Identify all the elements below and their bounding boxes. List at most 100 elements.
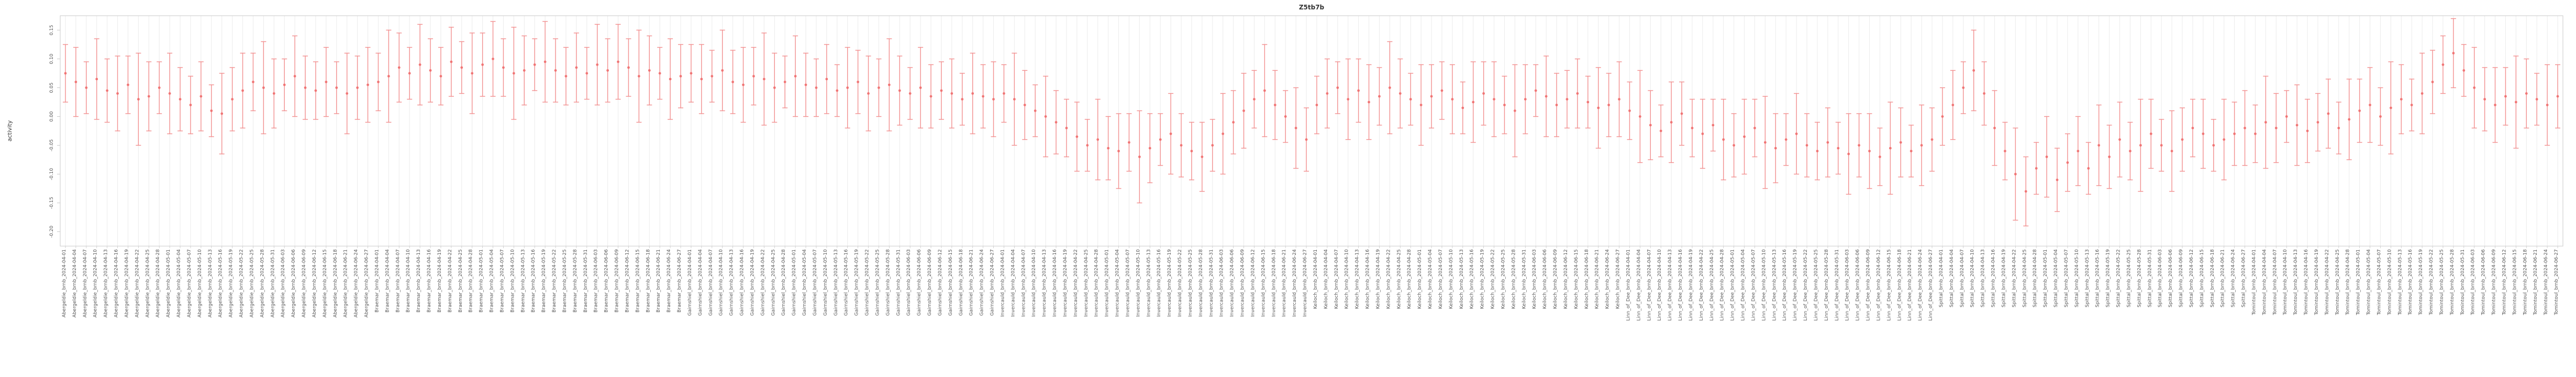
x-tick-label: Gairnshiel_brnb_2024-05-10 <box>823 249 828 316</box>
data-point <box>2129 150 2131 152</box>
data-point <box>606 69 609 72</box>
x-tick-label: Spittal_brnb_2024-06-21 <box>2220 249 2226 307</box>
data-point <box>1034 109 1037 112</box>
data-point <box>158 86 161 89</box>
data-point <box>1065 127 1068 129</box>
data-point <box>1565 98 1569 101</box>
x-tick-label: Braemar_brnb_2024-04-01 <box>374 249 380 313</box>
x-tick-label: Gairnshiel_brnb_2024-05-04 <box>802 249 807 316</box>
x-tick-label: Linn_of_Dee_brnb_2024-04-16 <box>1678 249 1683 321</box>
data-point <box>1659 129 1662 132</box>
data-point <box>74 81 77 83</box>
data-point <box>1263 89 1266 92</box>
x-tick-label: Invercauld_brnb_2024-05-04 <box>1115 249 1120 317</box>
data-point <box>825 77 828 81</box>
data-point <box>1889 147 1892 150</box>
x-tick-label: Spittal_brnb_2024-04-25 <box>2022 249 2027 307</box>
x-tick-label: Braemar_brnb_2024-04-19 <box>437 249 442 313</box>
data-point <box>1638 115 1641 118</box>
data-point <box>1962 86 1965 89</box>
x-tick-label: Tomintoul_brnb_2024-04-13 <box>2293 249 2299 316</box>
x-tick-label: Invercauld_brnb_2024-05-10 <box>1136 249 1141 317</box>
data-point <box>815 86 818 89</box>
data-point <box>721 69 724 72</box>
x-tick-label: Gairnshiel_brnb_2024-04-13 <box>729 249 735 316</box>
data-point <box>1482 92 1485 95</box>
data-point <box>2285 115 2288 118</box>
data-point <box>2244 127 2246 129</box>
data-point <box>2160 144 2163 147</box>
x-tick-label: Invercauld_brnb_2024-05-07 <box>1125 249 1130 317</box>
x-tick-label: Linn_of_Dee_brnb_2024-04-13 <box>1668 249 1673 321</box>
data-point <box>2431 81 2434 83</box>
x-tick-label: Braemar_brnb_2024-04-07 <box>395 249 401 313</box>
data-point <box>742 83 745 86</box>
x-tick-label: Gairnshiel_brnb_2024-06-15 <box>948 249 953 316</box>
x-tick-label: Keiloch_brnb_2024-05-31 <box>1522 249 1527 309</box>
data-point <box>210 109 213 112</box>
data-point <box>1461 106 1464 109</box>
data-point <box>554 69 557 72</box>
data-point <box>783 81 786 83</box>
x-tick-label: Abergeldie_brnb_2024-04-28 <box>156 249 161 318</box>
data-point <box>137 98 140 101</box>
data-point <box>627 66 630 69</box>
data-point <box>346 92 349 95</box>
x-tick-label: Keiloch_brnb_2024-05-07 <box>1438 249 1444 309</box>
data-point <box>1003 92 1005 95</box>
x-tick-label: Abergeldie_brnb_2024-06-06 <box>291 249 296 318</box>
data-points <box>64 52 2559 193</box>
data-point <box>492 58 494 60</box>
x-tick-label: Gairnshiel_brnb_2024-06-03 <box>906 249 912 316</box>
x-tick-label: Linn_of_Dee_brnb_2024-06-15 <box>1886 249 1892 321</box>
x-tick-label: Tomintoul_brnb_2024-06-24 <box>2544 249 2549 316</box>
x-tick-label: Spittal_brnb_2024-04-04 <box>1949 249 1955 307</box>
data-point <box>2066 161 2069 164</box>
x-tick-label: Gairnshiel_brnb_2024-04-01 <box>687 249 693 316</box>
x-tick-label: Keiloch_brnb_2024-04-10 <box>1345 249 1350 309</box>
data-point <box>2504 95 2507 98</box>
data-point <box>648 69 651 72</box>
data-point <box>878 86 880 89</box>
x-tick-label: Linn_of_Dee_brnb_2024-04-19 <box>1689 249 1694 321</box>
x-tick-label: Invercauld_brnb_2024-04-13 <box>1042 249 1047 317</box>
x-tick-label: Abergeldie_brnb_2024-05-07 <box>187 249 192 317</box>
data-point <box>252 81 254 83</box>
data-point <box>335 86 338 89</box>
data-point <box>2316 121 2319 124</box>
x-tick-label: Gairnshiel_brnb_2024-06-12 <box>938 249 943 316</box>
x-axis-ticks: Abergeldie_brnb_2024-04-01 Abergeldie_brn… <box>62 246 2559 321</box>
y-axis-label: activity <box>6 120 13 141</box>
x-tick-label: Keiloch_brnb_2024-05-01 <box>1417 249 1423 309</box>
data-point <box>1774 147 1777 150</box>
data-point <box>950 92 953 95</box>
data-point <box>1201 156 1204 158</box>
x-tick-label: Linn_of_Dee_brnb_2024-05-22 <box>1803 249 1808 321</box>
data-point <box>1357 89 1360 92</box>
data-point <box>2149 132 2152 135</box>
data-point <box>387 75 390 77</box>
x-tick-label: Spittal_brnb_2024-04-19 <box>2001 249 2006 307</box>
data-point <box>325 81 328 83</box>
x-tick-label: Braemar_brnb_2024-04-28 <box>469 249 474 313</box>
x-tick-label: Gairnshiel_brnb_2024-06-24 <box>980 249 985 316</box>
x-tick-label: Keiloch_brnb_2024-06-21 <box>1595 249 1600 309</box>
data-point <box>1430 95 1433 98</box>
x-tick-label: Tomintoul_brnb_2024-06-27 <box>2554 249 2559 316</box>
x-tick-label: Invercauld_brnb_2024-06-18 <box>1271 249 1276 317</box>
data-point <box>1232 121 1235 124</box>
data-point <box>836 89 839 92</box>
x-tick-label: Abergeldie_brnb_2024-05-19 <box>229 249 234 318</box>
data-point <box>1941 115 1944 118</box>
data-point <box>762 77 765 81</box>
x-tick-label: Abergeldie_brnb_2024-04-22 <box>135 249 140 317</box>
data-point <box>2556 95 2559 98</box>
data-point <box>1493 98 1495 101</box>
data-point <box>1107 147 1110 150</box>
x-tick-label: Linn_of_Dee_brnb_2024-04-04 <box>1636 249 1641 321</box>
data-point <box>2274 127 2278 129</box>
x-tick-label: Abergeldie_brnb_2024-05-01 <box>166 249 171 317</box>
x-tick-label: Spittal_brnb_2024-04-28 <box>2033 249 2038 307</box>
data-point <box>2546 104 2549 106</box>
data-point <box>982 95 985 98</box>
